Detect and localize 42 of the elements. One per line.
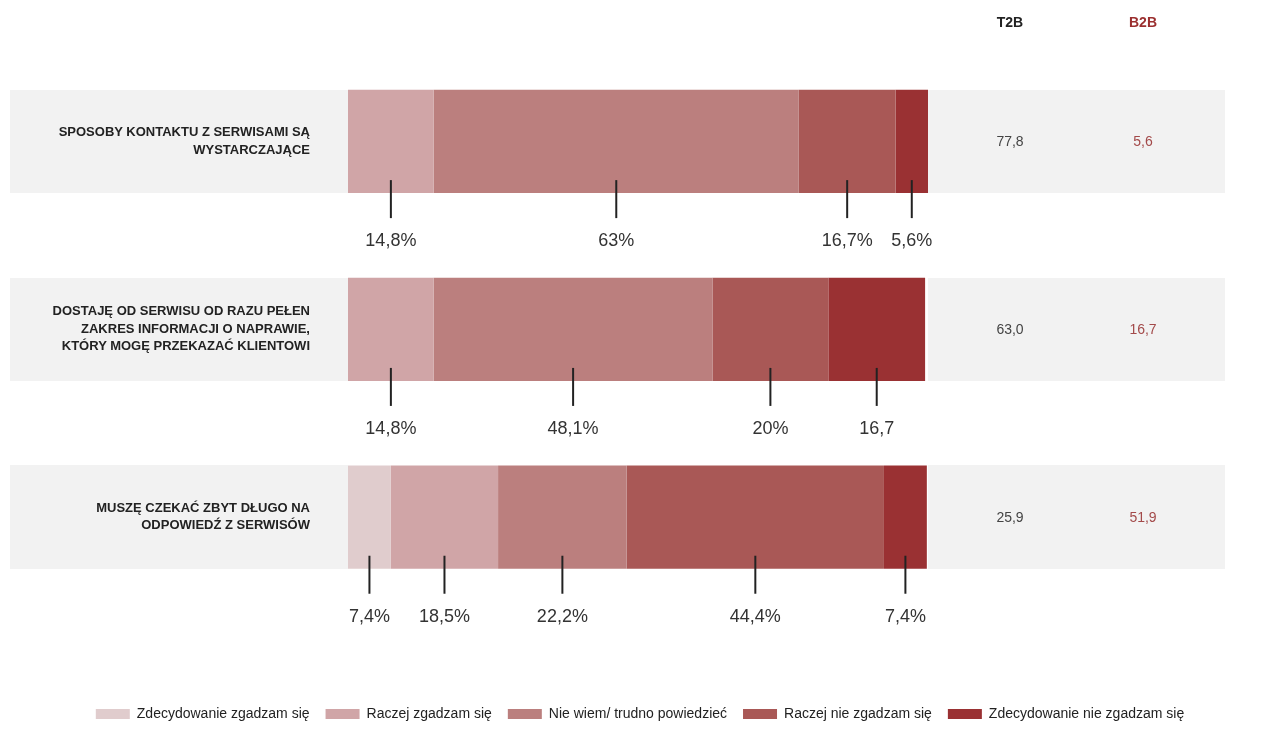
data-label: 63% <box>598 230 635 251</box>
bar <box>498 465 627 569</box>
text: 63,0 <box>996 321 1024 338</box>
bar <box>626 465 884 569</box>
bar <box>433 89 799 194</box>
bar <box>433 277 713 381</box>
y-tick-label: MUSZĘ CZEKAĆ ZBYT DŁUGO NA ODPOWIEDŹ Z SERWISÓW <box>96 499 311 533</box>
text: 77,8 <box>996 133 1024 150</box>
bar <box>798 89 896 194</box>
data-label: 48,1% <box>547 417 599 438</box>
bar <box>348 277 434 381</box>
legend-label: Raczej nie zgadzam się <box>784 704 933 721</box>
data-label: 18,5% <box>418 605 470 626</box>
text: 16,7 <box>1129 321 1157 338</box>
y-tick-label: DOSTAJĘ OD SERWISU OD RAZU PEŁEN ZAKRES INFORMACJI O NAPRAWIE, KTÓRY MOGĘ PRZEKAZAĆ KLIENTOWI <box>52 303 310 354</box>
text: 51,9 <box>1129 509 1157 526</box>
y-tick-label: SPOSOBY KONTAKTU Z SERWISAMI SĄ WYSTARCZAJĄCE <box>58 124 311 157</box>
data-label: 44,4% <box>729 605 781 626</box>
legend-label: Zdecydowanie zgadzam się <box>136 704 310 721</box>
bar <box>390 465 499 569</box>
legend-label: Raczej zgadzam się <box>366 704 493 721</box>
legend-label: Nie wiem/ trudno powiedzieć <box>548 704 728 721</box>
bar <box>348 89 434 194</box>
data-label: 16,7 <box>859 417 895 438</box>
text: 25,9 <box>996 509 1024 526</box>
legend-label: Zdecydowanie nie zgadzam się <box>988 704 1185 721</box>
text: T2B <box>996 14 1024 30</box>
text: B2B <box>1128 14 1158 30</box>
bar <box>712 277 829 381</box>
data-label: 14,8% <box>365 230 417 251</box>
bar <box>348 465 391 569</box>
data-label: 20% <box>752 417 789 438</box>
data-label: 7,4% <box>884 605 926 626</box>
bar <box>895 89 928 194</box>
bar <box>828 277 926 381</box>
data-label: 7,4% <box>348 605 390 626</box>
data-label: 14,8% <box>365 417 417 438</box>
data-label: 22,2% <box>536 605 588 626</box>
text: 5,6 <box>1133 133 1153 150</box>
data-label: 16,7% <box>821 230 873 251</box>
bar <box>883 465 927 569</box>
data-label: 5,6% <box>891 230 933 251</box>
